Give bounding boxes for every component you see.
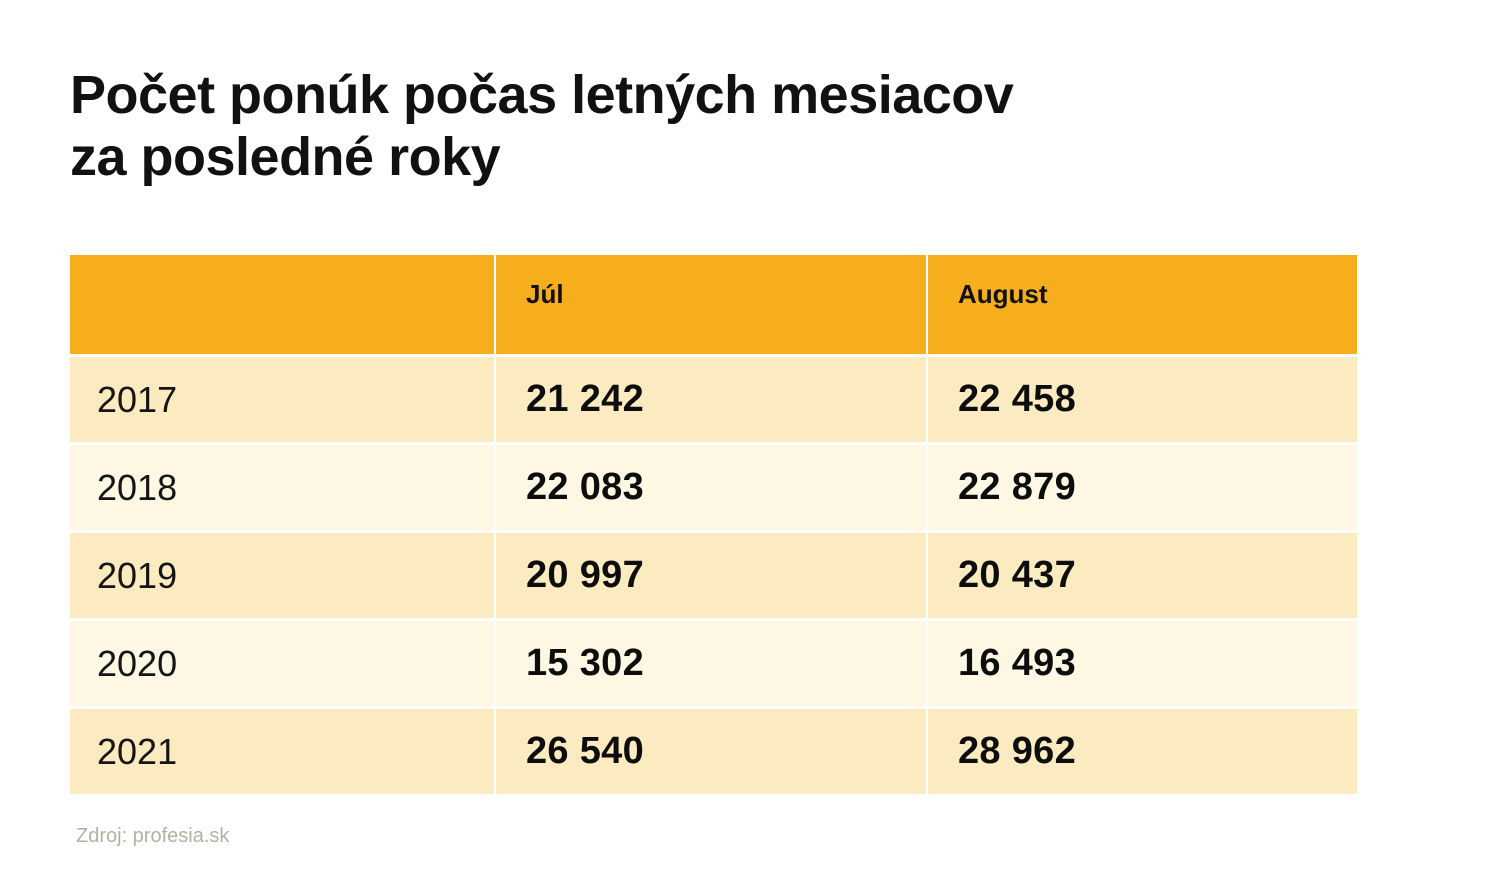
row-year-2019: 2019 bbox=[70, 533, 494, 618]
header-cell-august: August bbox=[928, 255, 1357, 354]
cell-august-2019: 20 437 bbox=[928, 533, 1357, 618]
cell-jul-2017: 21 242 bbox=[496, 357, 926, 442]
cell-jul-2018: 22 083 bbox=[496, 445, 926, 530]
row-year-2021: 2021 bbox=[70, 709, 494, 794]
cell-august-2020: 16 493 bbox=[928, 621, 1357, 706]
chart-title-line-2: za posledné roky bbox=[70, 127, 501, 187]
chart-title: Počet ponúk počas letných mesiacov za po… bbox=[70, 64, 1370, 188]
header-cell-year bbox=[70, 255, 494, 354]
cell-jul-2019: 20 997 bbox=[496, 533, 926, 618]
source-note: Zdroj: profesia.sk bbox=[76, 825, 230, 847]
chart-title-line-1: Počet ponúk počas letných mesiacov bbox=[70, 65, 1014, 125]
header-cell-jul: Júl bbox=[496, 255, 926, 354]
row-year-2017: 2017 bbox=[70, 357, 494, 442]
row-year-2020: 2020 bbox=[70, 621, 494, 706]
data-table: Júl August 2017 21 242 22 458 2018 22 08… bbox=[70, 255, 1357, 794]
cell-jul-2021: 26 540 bbox=[496, 709, 926, 794]
cell-august-2018: 22 879 bbox=[928, 445, 1357, 530]
cell-jul-2020: 15 302 bbox=[496, 621, 926, 706]
row-year-2018: 2018 bbox=[70, 445, 494, 530]
cell-august-2021: 28 962 bbox=[928, 709, 1357, 794]
cell-august-2017: 22 458 bbox=[928, 357, 1357, 442]
